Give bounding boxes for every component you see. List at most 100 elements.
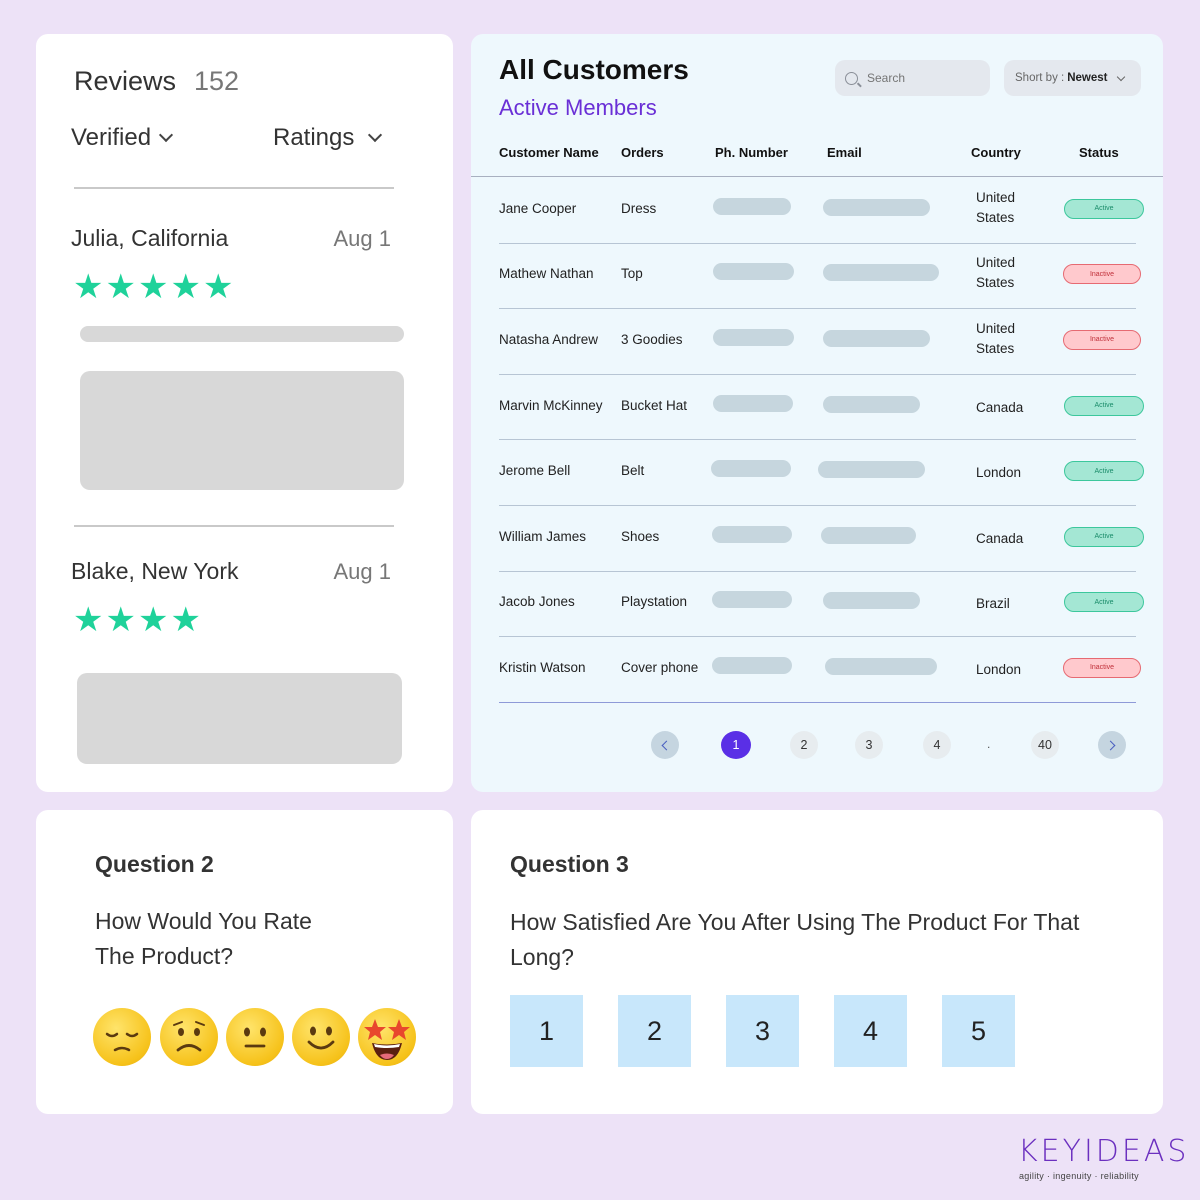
row-divider [499,701,1136,703]
status-badge: Active [1064,526,1144,547]
status-badge: Inactive [1063,329,1141,350]
row-divider [499,439,1136,441]
customer-name: Marvin McKinney [499,397,603,413]
column-header-email[interactable]: Email [827,145,862,160]
customer-country: London [976,465,1022,481]
customer-name: Jane Cooper [499,200,577,216]
brand-tagline: agility · ingenuity · reliability [1019,1171,1139,1181]
prev-page-button[interactable] [651,731,679,759]
star-icon: ★ [105,268,136,306]
star-icon: ★ [105,601,136,639]
status-badge: Active [1064,461,1144,482]
rating-option-4[interactable]: 4 [834,995,907,1067]
column-header-status[interactable]: Status [1079,145,1119,160]
row-divider [499,570,1136,572]
customer-country: London [976,661,1022,677]
customer-country: United States [976,255,1016,291]
header-divider [471,176,1163,177]
page-button-4[interactable]: 4 [923,731,951,759]
sort-dropdown[interactable]: Short by : Newest [1004,60,1141,96]
customer-order: 3 Goodies [621,331,683,347]
star-rating: ★ ★ ★ ★ [73,603,201,637]
pensive-face-icon[interactable] [93,1008,151,1066]
search-box[interactable] [835,60,990,96]
chevron-right-icon [1105,740,1116,750]
page-button-3[interactable]: 3 [855,731,883,759]
filter-ratings-dropdown[interactable]: Ratings [273,124,383,152]
smiling-face-icon[interactable] [292,1008,350,1066]
table-row[interactable]: Natasha Andrew 3 Goodies United States Inac… [471,308,1163,374]
question-text: How Satisfied Are You After Using The Pr… [510,909,1080,970]
question-text: How Would You Rate The Product? [95,908,312,969]
status-badge: Active [1064,198,1144,219]
rating-option-2[interactable]: 2 [618,995,691,1067]
table-row[interactable]: Jane Cooper Dress United States Active [471,177,1163,243]
email-placeholder [818,461,925,479]
row-divider [499,242,1136,244]
column-header-phone[interactable]: Ph. Number [715,145,788,160]
filter-verified-dropdown[interactable]: Verified [71,124,174,152]
customer-name: William James [499,528,587,544]
customer-order: Cover phone [621,659,699,675]
table-row[interactable]: Marvin McKinney Bucket Hat Canada Active [471,374,1163,440]
customer-order: Bucket Hat [621,397,688,413]
question-label: Question 2 [95,851,214,877]
table-row[interactable]: William James Shoes Canada Active [471,505,1163,571]
column-header-orders[interactable]: Orders [621,145,664,160]
table-row[interactable]: Jacob Jones Playstation Brazil Active [471,571,1163,637]
review-text-placeholder [80,326,404,342]
star-icon: ★ [137,601,169,639]
star-icon: ★ [137,268,169,306]
customer-name: Natasha Andrew [499,331,599,347]
page-button-2[interactable]: 2 [790,731,818,759]
search-icon [845,71,858,85]
star-icon: ★ [170,268,201,306]
table-row[interactable]: Mathew Nathan Top United States Inactive [471,243,1163,309]
star-icon: ★ [73,268,104,306]
customer-country: Canada [976,530,1024,546]
customer-country: Canada [976,399,1024,415]
customer-order: Top [621,266,643,282]
status-badge: Inactive [1063,264,1141,285]
chevron-down-icon [368,127,383,143]
customer-country: United States [976,320,1016,356]
phone-placeholder [713,263,794,281]
phone-placeholder [712,591,792,609]
pagination-ellipsis: . [987,737,991,751]
search-input[interactable] [867,71,977,85]
table-row[interactable]: Kristin Watson Cover phone London Inactive [471,636,1163,702]
star-struck-face-icon[interactable] [358,1008,416,1066]
page-button-1[interactable]: 1 [721,731,751,759]
sort-value: Newest [1067,72,1108,84]
reviews-title: Reviews [74,66,177,96]
column-header-customer-name[interactable]: Customer Name [499,145,599,160]
email-placeholder [823,198,930,216]
row-divider [499,308,1136,310]
column-header-country[interactable]: Country [971,145,1021,160]
rating-option-3[interactable]: 3 [726,995,799,1067]
filter-verified-label: Verified [71,124,152,151]
neutral-face-icon[interactable] [226,1008,284,1066]
email-placeholder [821,526,916,544]
table-row[interactable]: Jerome Bell Belt London Active [471,439,1163,505]
status-badge: Active [1064,592,1144,613]
customer-name: Kristin Watson [499,659,586,675]
filter-ratings-label: Ratings [273,124,355,151]
phone-placeholder [713,328,794,346]
customers-title: All Customers [499,54,689,85]
customer-name: Mathew Nathan [499,266,594,282]
chevron-left-icon [661,740,672,750]
page-button-40[interactable]: 40 [1031,731,1059,759]
next-page-button[interactable] [1098,731,1126,759]
rating-option-1[interactable]: 1 [510,995,583,1067]
row-divider [499,505,1136,506]
question-label: Question 3 [510,851,629,877]
rating-option-5[interactable]: 5 [942,995,1015,1067]
phone-placeholder [711,460,791,478]
customer-order: Playstation [621,594,688,610]
row-divider [499,636,1136,638]
customer-order: Belt [621,463,645,479]
frowning-face-icon[interactable] [160,1008,218,1066]
phone-placeholder [713,394,793,412]
customer-order: Shoes [621,528,660,544]
